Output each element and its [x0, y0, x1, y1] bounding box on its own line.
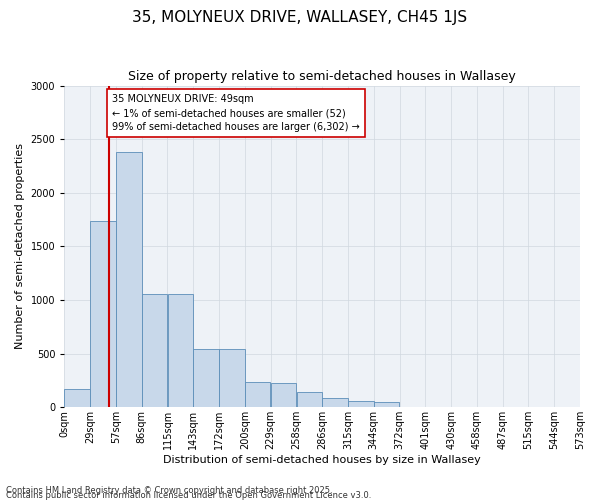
Bar: [271, 382, 296, 407]
Bar: [90, 220, 116, 408]
Bar: [374, 402, 400, 407]
Title: Size of property relative to semi-detached houses in Wallasey: Size of property relative to semi-detach…: [128, 70, 516, 83]
Text: 35 MOLYNEUX DRIVE: 49sqm
← 1% of semi-detached houses are smaller (52)
99% of se: 35 MOLYNEUX DRIVE: 49sqm ← 1% of semi-de…: [112, 94, 360, 132]
X-axis label: Distribution of semi-detached houses by size in Wallasey: Distribution of semi-detached houses by …: [163, 455, 481, 465]
Y-axis label: Number of semi-detached properties: Number of semi-detached properties: [15, 144, 25, 350]
Bar: [64, 389, 90, 407]
Bar: [219, 350, 245, 408]
Bar: [167, 294, 193, 408]
Bar: [296, 392, 322, 407]
Text: 35, MOLYNEUX DRIVE, WALLASEY, CH45 1JS: 35, MOLYNEUX DRIVE, WALLASEY, CH45 1JS: [133, 10, 467, 25]
Bar: [193, 350, 219, 408]
Bar: [322, 398, 348, 407]
Text: Contains public sector information licensed under the Open Government Licence v3: Contains public sector information licen…: [6, 491, 371, 500]
Text: Contains HM Land Registry data © Crown copyright and database right 2025.: Contains HM Land Registry data © Crown c…: [6, 486, 332, 495]
Bar: [116, 152, 142, 407]
Bar: [348, 401, 374, 407]
Bar: [142, 294, 167, 408]
Bar: [245, 382, 271, 407]
